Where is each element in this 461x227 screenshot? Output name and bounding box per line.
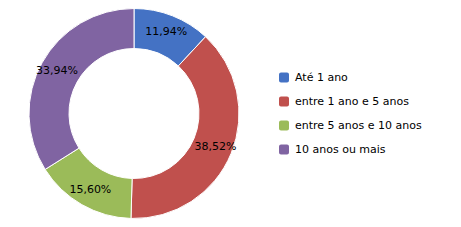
svg-text:10 anos ou mais: 10 anos ou mais	[295, 143, 386, 156]
svg-text:33,94%: 33,94%	[36, 64, 78, 77]
svg-text:entre 5 anos e 10 anos: entre 5 anos e 10 anos	[295, 119, 422, 132]
svg-text:38,52%: 38,52%	[194, 140, 236, 153]
svg-text:Até 1 ano: Até 1 ano	[295, 71, 348, 84]
svg-text:15,60%: 15,60%	[69, 183, 111, 196]
svg-text:entre 1 ano e 5 anos: entre 1 ano e 5 anos	[295, 95, 409, 108]
svg-text:11,94%: 11,94%	[145, 25, 187, 38]
